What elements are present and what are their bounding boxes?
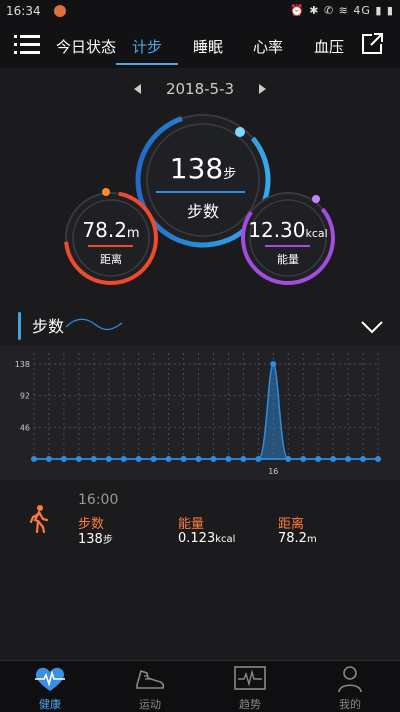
collapse-chevron-icon[interactable] bbox=[360, 319, 384, 335]
distance-unit: m bbox=[126, 226, 140, 241]
rings-graphic bbox=[64, 112, 335, 285]
tab-sleep[interactable]: 睡眠 bbox=[193, 38, 224, 56]
detail-calories-unit: kcal bbox=[215, 534, 236, 545]
data-point bbox=[45, 456, 52, 462]
detail-distance-label: 距离 bbox=[278, 517, 305, 532]
y-tick-label: 92 bbox=[20, 392, 30, 401]
data-point bbox=[330, 456, 337, 462]
data-point bbox=[285, 456, 292, 462]
data-point bbox=[195, 456, 202, 462]
distance-ring: 78.2m bbox=[66, 218, 156, 242]
calories-ring: 12.30kcal bbox=[240, 218, 336, 242]
detail-calories-value: 0.123kcal bbox=[178, 531, 235, 546]
data-point bbox=[105, 456, 112, 462]
chart-title: 步数 bbox=[32, 317, 65, 336]
data-point bbox=[90, 456, 97, 462]
y-tick-label: 46 bbox=[20, 423, 30, 432]
prev-date-icon[interactable] bbox=[134, 84, 141, 94]
steps-value: 138 bbox=[169, 152, 224, 185]
data-point bbox=[135, 456, 142, 462]
notification-icon bbox=[54, 5, 66, 17]
bottom-nav-sport[interactable]: 运动 bbox=[110, 665, 190, 711]
bottom-nav-sport-label: 运动 bbox=[139, 698, 161, 711]
wave-icon bbox=[65, 318, 123, 331]
detail-steps-label: 步数 bbox=[78, 517, 105, 532]
calories-label: 能量 bbox=[277, 253, 299, 266]
shoe-icon bbox=[136, 669, 165, 689]
bottom-nav-health-label: 健康 bbox=[39, 698, 61, 711]
distance-value: 78.2 bbox=[82, 218, 127, 242]
bottom-nav: 健康 运动 趋势 我的 bbox=[0, 660, 400, 712]
steps-unit: 步 bbox=[223, 167, 237, 182]
data-point bbox=[315, 456, 322, 462]
next-date-icon[interactable] bbox=[259, 84, 266, 94]
heart-pulse-icon bbox=[35, 667, 65, 691]
data-point bbox=[300, 456, 307, 462]
data-point bbox=[345, 456, 352, 462]
tab-today-status[interactable]: 今日状态 bbox=[56, 38, 117, 56]
distance-label: 距离 bbox=[100, 253, 122, 266]
data-point bbox=[255, 456, 262, 462]
detail-distance-value: 78.2m bbox=[278, 531, 317, 546]
detail-calories-label: 能量 bbox=[178, 517, 205, 532]
detail-steps-unit: 步 bbox=[102, 535, 113, 546]
bottom-nav-mine-label: 我的 bbox=[339, 698, 361, 711]
person-icon bbox=[338, 666, 362, 693]
detail-steps-value: 138步 bbox=[78, 531, 113, 547]
detail-panel bbox=[0, 480, 400, 660]
data-point bbox=[225, 456, 232, 462]
calories-value: 12.30 bbox=[248, 218, 306, 242]
steps-ring: 138步 bbox=[148, 152, 258, 185]
data-point bbox=[60, 456, 67, 462]
tab-heart-rate[interactable]: 心率 bbox=[253, 38, 284, 56]
walking-icon bbox=[29, 505, 49, 533]
detail-time: 16:00 bbox=[78, 492, 119, 508]
steps-label: 步数 bbox=[186, 202, 219, 221]
data-point bbox=[31, 456, 37, 462]
tab-blood-pressure[interactable]: 血压 bbox=[314, 38, 345, 56]
detail-distance-number: 78.2 bbox=[278, 531, 307, 546]
data-point bbox=[360, 456, 367, 462]
y-tick-label: 138 bbox=[15, 360, 30, 369]
data-point bbox=[240, 456, 247, 462]
share-icon[interactable] bbox=[360, 32, 384, 56]
bottom-nav-trend[interactable]: 趋势 bbox=[210, 665, 290, 711]
status-bar: 16:34 ⏰ ✱ ✆ ≋ 4G ▮ ▮ bbox=[0, 0, 400, 24]
current-date: 2018-5-3 bbox=[165, 80, 235, 98]
calories-unit: kcal bbox=[305, 227, 328, 240]
data-point bbox=[210, 456, 217, 462]
bottom-nav-trend-label: 趋势 bbox=[239, 698, 261, 711]
bottom-nav-mine[interactable]: 我的 bbox=[310, 665, 390, 711]
status-indicators: ⏰ ✱ ✆ ≋ 4G ▮ ▮ bbox=[290, 4, 394, 17]
data-point bbox=[75, 456, 82, 462]
tab-steps[interactable]: 计步 bbox=[132, 38, 163, 56]
detail-distance-unit: m bbox=[306, 534, 317, 545]
data-point bbox=[180, 456, 187, 462]
detail-steps-number: 138 bbox=[78, 532, 103, 547]
data-point bbox=[270, 361, 277, 367]
section-accent-bar bbox=[18, 312, 21, 340]
detail-calories-number: 0.123 bbox=[178, 531, 216, 546]
data-point bbox=[120, 456, 127, 462]
active-tab-indicator bbox=[116, 63, 178, 65]
trend-chart-icon bbox=[234, 666, 266, 690]
data-point bbox=[165, 456, 172, 462]
x-tick-label: 16 bbox=[268, 467, 278, 476]
steps-chart: 138 92 46 16 bbox=[15, 353, 381, 476]
top-nav: 今日状态 计步 睡眠 心率 血压 bbox=[0, 24, 400, 68]
menu-icon[interactable] bbox=[14, 34, 40, 56]
steps-ring-knob bbox=[235, 127, 245, 137]
data-point bbox=[375, 456, 381, 462]
bottom-nav-health[interactable]: 健康 bbox=[10, 665, 90, 711]
steps-area bbox=[34, 363, 378, 460]
data-point bbox=[150, 456, 157, 462]
status-time: 16:34 bbox=[6, 4, 41, 18]
